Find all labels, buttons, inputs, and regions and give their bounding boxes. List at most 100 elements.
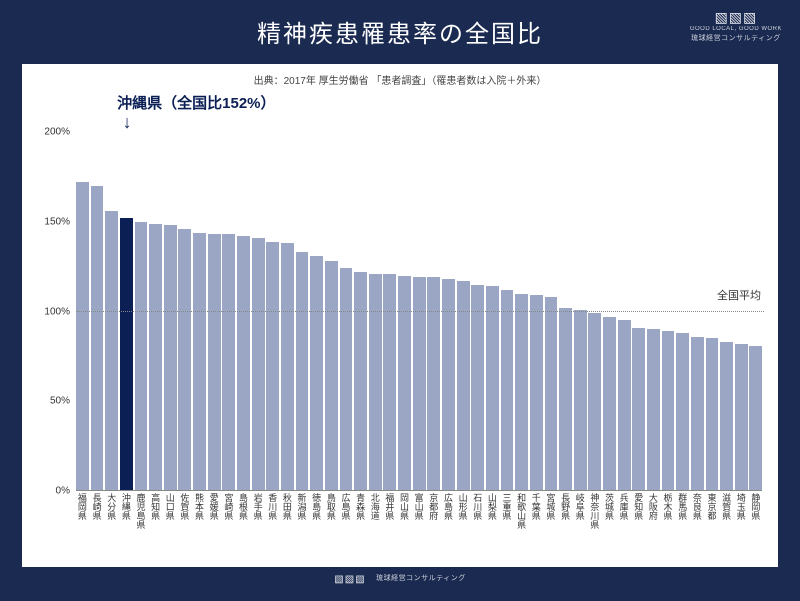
bar-column xyxy=(559,132,572,491)
bar-column xyxy=(603,132,616,491)
bar xyxy=(266,242,279,492)
x-label: 大分県 xyxy=(105,491,118,567)
x-label: 香川県 xyxy=(266,491,279,567)
bar xyxy=(501,290,514,491)
bar-column xyxy=(486,132,499,491)
logo-mark-icon: ▧▧▧ xyxy=(690,10,782,24)
bar xyxy=(369,274,382,491)
bar-column xyxy=(208,132,221,491)
bar-column xyxy=(281,132,294,491)
bar xyxy=(735,344,748,491)
page-title: 精神疾患罹患率の全国比 xyxy=(0,14,800,49)
bar-highlight xyxy=(120,218,133,491)
x-label: 青森県 xyxy=(354,491,367,567)
x-label: 岩手県 xyxy=(252,491,265,567)
footer-logo-mark-icon: ▧▧▧ xyxy=(334,575,365,585)
bar-column xyxy=(457,132,470,491)
y-tick-label: 150% xyxy=(44,216,76,227)
x-label: 奈良県 xyxy=(691,491,704,567)
bar-column xyxy=(237,132,250,491)
bar-column xyxy=(545,132,558,491)
bar xyxy=(208,234,221,491)
bar xyxy=(545,297,558,491)
bar-column xyxy=(252,132,265,491)
bar xyxy=(296,252,309,491)
x-label: 大阪府 xyxy=(647,491,660,567)
bar-column xyxy=(325,132,338,491)
bar-column xyxy=(574,132,587,491)
bar-column xyxy=(588,132,601,491)
x-label: 石川県 xyxy=(471,491,484,567)
x-label: 徳島県 xyxy=(310,491,323,567)
bar-column xyxy=(647,132,660,491)
y-tick-label: 50% xyxy=(50,396,76,407)
x-label: 静岡県 xyxy=(749,491,762,567)
x-label: 新潟県 xyxy=(296,491,309,567)
bar-column xyxy=(296,132,309,491)
bar xyxy=(76,182,89,491)
y-gridline xyxy=(76,131,762,132)
chart-panel: 出典：2017年 厚生労働省 「患者調査」（罹患者数は入院＋外来） 0%50%1… xyxy=(22,64,778,567)
bar xyxy=(471,285,484,491)
bar-column xyxy=(398,132,411,491)
highlight-callout: 沖縄県（全国比152%） xyxy=(117,92,275,113)
x-label: 高知県 xyxy=(149,491,162,567)
x-label: 北海道 xyxy=(369,491,382,567)
bar-column xyxy=(749,132,762,491)
bar-column xyxy=(632,132,645,491)
bars-container xyxy=(76,132,762,491)
bar xyxy=(618,320,631,491)
x-label: 鳥取県 xyxy=(325,491,338,567)
bar xyxy=(149,224,162,491)
bar xyxy=(647,329,660,491)
bar xyxy=(603,317,616,491)
x-label: 愛知県 xyxy=(632,491,645,567)
bar-column xyxy=(427,132,440,491)
bar-column xyxy=(105,132,118,491)
footer-logo-name: 琉球経営コンサルティング xyxy=(376,573,466,583)
x-label: 秋田県 xyxy=(281,491,294,567)
bar-column xyxy=(691,132,704,491)
bar-column xyxy=(471,132,484,491)
x-label: 福岡県 xyxy=(76,491,89,567)
bar-column xyxy=(120,132,133,491)
bar xyxy=(515,294,528,491)
bar-column xyxy=(340,132,353,491)
bar-column xyxy=(266,132,279,491)
x-label: 山梨県 xyxy=(486,491,499,567)
x-label: 佐賀県 xyxy=(178,491,191,567)
logo-tagline: GOOD LOCAL, GOOD WORK xyxy=(690,26,782,32)
bar-column xyxy=(354,132,367,491)
bar xyxy=(135,222,148,491)
x-label: 千葉県 xyxy=(530,491,543,567)
x-label: 福井県 xyxy=(383,491,396,567)
x-label: 宮城県 xyxy=(545,491,558,567)
down-arrow-icon: ↓ xyxy=(123,112,132,133)
x-label: 岐阜県 xyxy=(574,491,587,567)
bar xyxy=(720,342,733,491)
bar-column xyxy=(222,132,235,491)
x-label: 三重県 xyxy=(501,491,514,567)
x-label: 東京都 xyxy=(706,491,719,567)
bar-column xyxy=(149,132,162,491)
x-label: 茨城県 xyxy=(603,491,616,567)
bar xyxy=(427,277,440,491)
logo-company: 琉球経営コンサルティング xyxy=(690,33,782,43)
y-tick-label: 100% xyxy=(44,306,76,317)
bar-column xyxy=(91,132,104,491)
bar-column xyxy=(76,132,89,491)
national-avg-label: 全国平均 xyxy=(714,287,764,303)
bar xyxy=(383,274,396,491)
x-label: 京都府 xyxy=(427,491,440,567)
bar xyxy=(486,286,499,491)
bar xyxy=(310,256,323,491)
x-label: 兵庫県 xyxy=(618,491,631,567)
bar xyxy=(749,346,762,491)
x-label: 鹿児島県 xyxy=(135,491,148,567)
source-note: 出典：2017年 厚生労働省 「患者調査」（罹患者数は入院＋外来） xyxy=(22,72,778,87)
x-label: 和歌山県 xyxy=(515,491,528,567)
bar-column xyxy=(706,132,719,491)
bar-column xyxy=(676,132,689,491)
bar-column xyxy=(369,132,382,491)
bar-column xyxy=(193,132,206,491)
